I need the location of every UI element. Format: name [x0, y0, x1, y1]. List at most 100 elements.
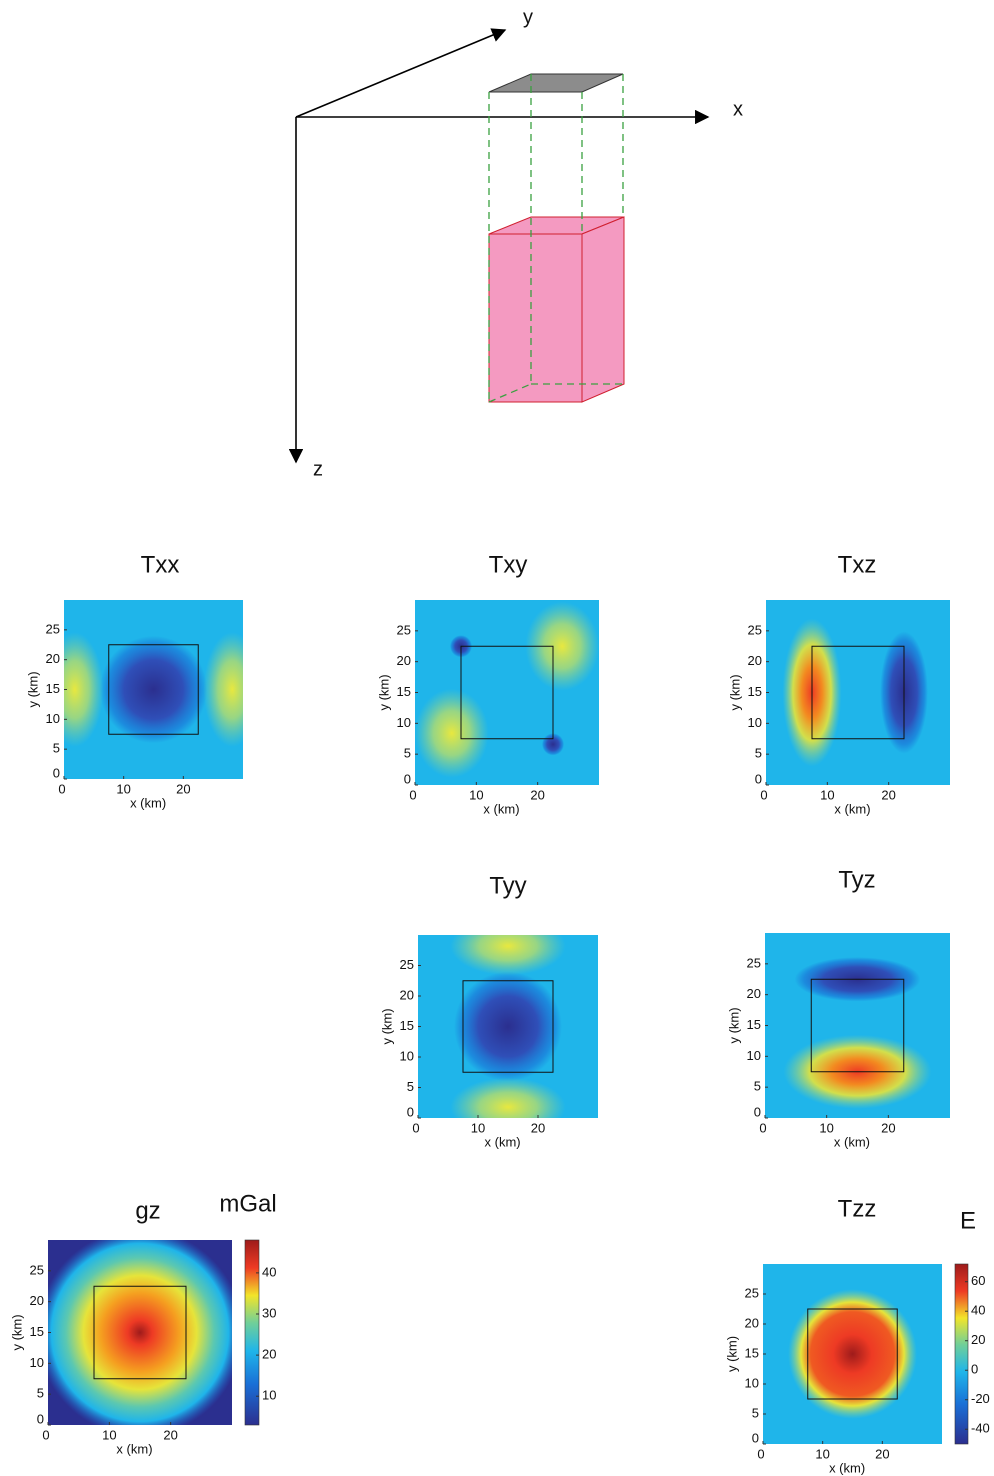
field-anomaly	[99, 635, 208, 744]
y-tick-label: 0	[37, 1411, 44, 1426]
colorbar	[954, 1263, 969, 1445]
y-tick-label: 5	[752, 1405, 759, 1420]
axis-label: z	[313, 458, 323, 480]
y-axis-label: y (km)	[9, 1314, 24, 1350]
x-tick-label: 10	[819, 1120, 833, 1135]
y-tick-label: 20	[397, 653, 411, 668]
x-tick-label: 10	[815, 1446, 829, 1461]
field-anomaly	[450, 1077, 566, 1118]
colorbar-tick-label: 30	[262, 1305, 276, 1320]
field	[766, 600, 950, 785]
y-axis-label: y (km)	[376, 674, 391, 710]
field	[415, 600, 599, 785]
y-tick-label: 0	[404, 771, 411, 786]
y-tick-label: 0	[752, 1430, 759, 1445]
projection-lines	[488, 74, 624, 403]
panel-title: Tyy	[489, 872, 526, 899]
y-tick-label: 5	[755, 746, 762, 761]
body-outline	[460, 645, 554, 740]
prism-side	[581, 216, 625, 403]
x-tick-label: 0	[58, 781, 65, 796]
y-tick-label: 0	[407, 1104, 414, 1119]
x-axis-label: x (km)	[116, 1441, 152, 1456]
y-tick-label: 20	[400, 987, 414, 1002]
y-tick-label: 20	[747, 986, 761, 1001]
x-tick-label: 0	[409, 787, 416, 802]
y-tick-label: 10	[748, 715, 762, 730]
panel-title: Txy	[489, 551, 528, 578]
x-tick-label: 20	[881, 787, 895, 802]
x-tick-label: 0	[412, 1120, 419, 1135]
y-tick-label: 10	[30, 1355, 44, 1370]
y-tick-label: 10	[745, 1375, 759, 1390]
body-outline	[807, 1308, 898, 1400]
panel-title: Tyz	[838, 866, 875, 893]
panel-title: gz	[135, 1197, 160, 1224]
y-tick-label: 5	[754, 1079, 761, 1094]
body-outline	[811, 645, 905, 740]
field	[48, 1240, 232, 1425]
colorbar-tick-label: 20	[971, 1332, 985, 1347]
axis-label: y	[523, 6, 533, 28]
y-tick-label: 10	[400, 1048, 414, 1063]
y-tick-label: 10	[46, 711, 60, 726]
x-tick-label: 20	[881, 1120, 895, 1135]
colorbar-tick-label: 20	[262, 1347, 276, 1362]
heatmap-panel: Txx 0 10 20 0 5 10 15 20 25 x (km) y (km)	[25, 551, 243, 810]
colorbar-tick-label: 0	[971, 1362, 978, 1377]
x-tick-label: 0	[760, 787, 767, 802]
y-axis-label: y (km)	[726, 1007, 741, 1043]
colorbar-tick-label: -40	[971, 1421, 990, 1436]
body-outline	[93, 1285, 187, 1380]
field-anomaly	[415, 688, 489, 778]
y-tick-label: 25	[748, 622, 762, 637]
y-tick-label: 5	[37, 1386, 44, 1401]
y-axis-label: y (km)	[727, 674, 742, 710]
field	[763, 1264, 942, 1444]
y-tick-label: 20	[748, 653, 762, 668]
y-tick-label: 15	[748, 684, 762, 699]
colorbar	[244, 1239, 260, 1426]
x-axis-label: x (km)	[483, 801, 519, 816]
heatmap-panel: Txy 0 10 20 0 5 10 15 20 25 x (km) y (km)	[376, 551, 599, 816]
x-tick-label: 20	[176, 781, 190, 796]
heatmap-panel: Tyy 0 10 20 0 5 10 15 20 25 x (km) y (km)	[379, 872, 598, 1149]
axis-label: x	[733, 98, 743, 120]
x-tick-label: 0	[42, 1427, 49, 1442]
field-anomaly	[525, 601, 599, 691]
colorbar-tick-label: 40	[971, 1303, 985, 1318]
y-tick-label: 15	[46, 681, 60, 696]
field	[765, 933, 950, 1118]
field-anomaly	[454, 971, 562, 1082]
y-tick-label: 25	[747, 955, 761, 970]
y-tick-label: 25	[46, 621, 60, 636]
field	[418, 935, 598, 1118]
body-outline	[108, 644, 199, 735]
x-tick-label: 20	[530, 787, 544, 802]
panel-title: Tzz	[838, 1195, 877, 1222]
y-tick-label: 25	[400, 957, 414, 972]
field-anomaly	[788, 1289, 917, 1419]
x-tick-label: 0	[759, 1120, 766, 1135]
y-tick-label: 25	[397, 622, 411, 637]
prism-diagram: x y z	[288, 6, 743, 480]
body-outline	[810, 978, 905, 1073]
y-axis-arrow	[295, 28, 507, 118]
colorbar-tick-label: 40	[262, 1264, 276, 1279]
field-anomaly	[48, 1240, 232, 1425]
y-tick-label: 5	[53, 741, 60, 756]
y-tick-label: 0	[755, 771, 762, 786]
prism-front	[488, 233, 583, 403]
y-tick-label: 0	[754, 1104, 761, 1119]
colorbar-tick-label: 10	[262, 1388, 276, 1403]
y-tick-label: 20	[745, 1315, 759, 1330]
x-tick-label: 20	[163, 1427, 177, 1442]
x-tick-label: 10	[102, 1427, 116, 1442]
x-tick-label: 20	[531, 1120, 545, 1135]
y-axis-label: y (km)	[25, 671, 40, 707]
panel-title: Txz	[838, 551, 877, 578]
x-axis-label: x (km)	[829, 1460, 865, 1475]
x-tick-label: 10	[820, 787, 834, 802]
y-axis-label: y (km)	[724, 1336, 739, 1372]
